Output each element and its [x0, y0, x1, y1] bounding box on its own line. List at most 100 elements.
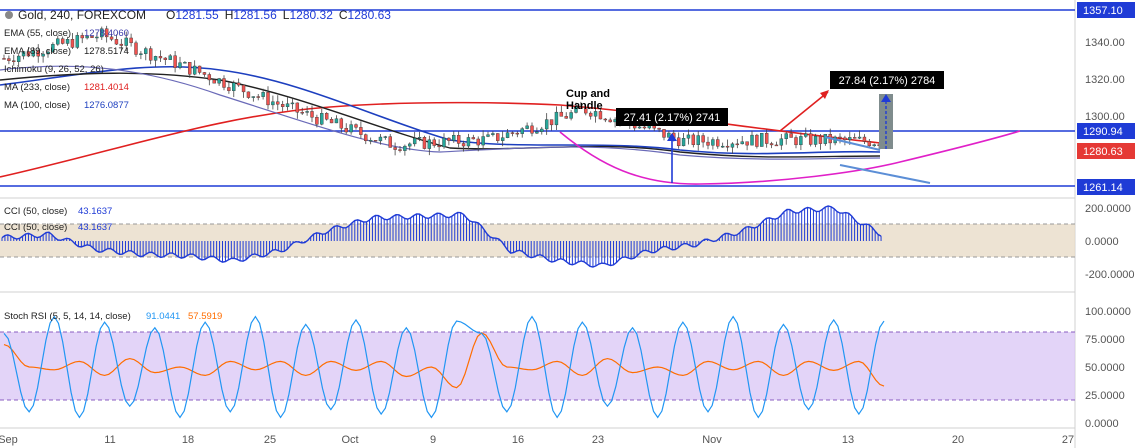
candle-body [80, 35, 84, 39]
price-box-label: 1261.14 [1083, 182, 1123, 194]
candle-body [56, 38, 60, 45]
candle-body [139, 53, 143, 55]
stoch-axis-ticks: 100.0000 75.0000 50.0000 25.0000 0.0000 [1085, 306, 1131, 430]
candle-body [246, 91, 251, 98]
candle-body [515, 132, 520, 135]
symbol-title[interactable]: Gold, 240, FOREXCOM [18, 8, 146, 22]
candle-body [447, 137, 451, 141]
candle-body [276, 101, 280, 105]
indicator-value: 1278.5174 [84, 46, 129, 57]
chart-header: Gold, 240, FOREXCOM O1281.55 H1281.56 L128… [5, 8, 391, 22]
candle-body [192, 65, 197, 75]
stoch-tick-label: 25.0000 [1085, 390, 1125, 402]
indicator-label: EMA (89, close) [4, 46, 71, 57]
indicator-label: EMA (55, close) [4, 28, 71, 39]
candle-body [104, 28, 109, 38]
candle-body [657, 127, 661, 130]
cci-axis-ticks: 200.0000 0.0000 -200.0000 [1085, 203, 1135, 281]
cup-curve [559, 130, 1021, 185]
stoch-k-value: 91.0441 [146, 311, 180, 322]
candle-body [305, 111, 309, 113]
candle-body [51, 43, 55, 53]
candle-body [794, 137, 798, 146]
measure-arrowhead-left [667, 133, 677, 141]
candle-body [584, 108, 588, 114]
candle-body [163, 57, 168, 60]
candle-body [701, 135, 705, 143]
measure-arrowhead-right [881, 94, 891, 102]
candle-body [183, 62, 187, 64]
candle-body [642, 126, 647, 129]
candle-body [339, 118, 344, 129]
cci-legend-label: CCI (50, close) [4, 206, 67, 217]
candle-body [129, 37, 133, 44]
measure-label-right-box [830, 71, 944, 89]
candle-body [398, 149, 402, 151]
candle-body [667, 132, 671, 138]
candle-body [320, 113, 324, 125]
handle-upper-line [824, 136, 881, 151]
candle-body [232, 82, 236, 91]
candle-body [285, 103, 290, 107]
candle-body [21, 51, 26, 57]
ma-100-line [0, 65, 881, 155]
indicator-label: MA (233, close) [4, 82, 70, 93]
candle-body [119, 43, 124, 46]
candle-body [520, 128, 524, 134]
candle-body [31, 50, 36, 57]
candle-body [637, 126, 642, 129]
candle-body [774, 144, 779, 147]
candle-body [12, 60, 16, 62]
candle-body [36, 50, 40, 57]
candle-body [569, 112, 573, 119]
candle-body [593, 111, 598, 117]
candle-body [456, 135, 461, 144]
stoch-tick-label: 75.0000 [1085, 334, 1125, 346]
candle-body [95, 36, 99, 39]
price-box [1077, 123, 1135, 139]
candle-body [388, 136, 392, 148]
candle-body [408, 143, 412, 147]
candle-body [769, 143, 774, 146]
measure-label-left: 27.41 (2.17%) 2741 [624, 112, 721, 124]
candle-body [466, 137, 471, 147]
pattern-label: Cup and Handle [566, 88, 613, 112]
candle-body [393, 147, 397, 150]
candle-body [300, 112, 304, 114]
candle-body [452, 135, 456, 141]
candle-body [481, 136, 485, 146]
candle-body [290, 102, 295, 105]
candle-body [437, 145, 441, 148]
candle-body [197, 65, 202, 73]
candle-body [603, 118, 608, 121]
candle-body [85, 35, 89, 39]
candle-body [144, 48, 148, 54]
stoch-tick-label: 50.0000 [1085, 362, 1125, 374]
candle-body [461, 143, 466, 147]
collapse-icon[interactable] [5, 11, 13, 19]
candle-body [755, 134, 759, 147]
cci-line [1, 205, 882, 268]
candle-body [16, 55, 21, 62]
candle-body [2, 58, 6, 60]
price-axis-boxes: 1357.10 1290.94 1280.63 1261.14 [1077, 2, 1135, 195]
time-tick-label: Oct [341, 434, 358, 446]
stoch-d-value: 57.5919 [188, 311, 222, 322]
candle-body [500, 137, 505, 141]
ohlc-label-C: C [339, 8, 348, 22]
price-box-label: 1280.63 [1083, 146, 1123, 158]
candle-body [422, 137, 427, 149]
cci-legend-label: CCI (50, close) [4, 222, 67, 233]
candle-body [476, 138, 480, 146]
ohlc-value-L: 1280.32 [289, 8, 333, 22]
cci-legend-value: 43.1637 [78, 206, 112, 217]
candle-body [412, 138, 417, 145]
candle-body [823, 134, 828, 144]
candle-body [100, 28, 104, 38]
candle-body [315, 117, 319, 125]
candle-body [559, 111, 564, 117]
candle-body [173, 55, 177, 68]
candle-body [60, 38, 65, 44]
